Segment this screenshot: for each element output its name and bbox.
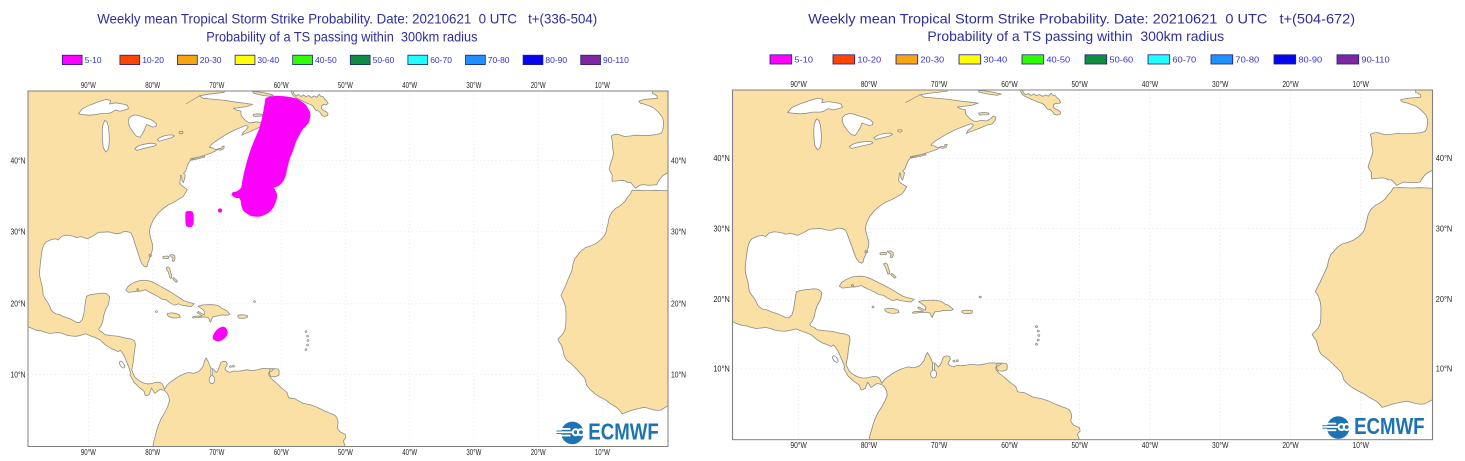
svg-text:Weekly mean Tropical Storm Str: Weekly mean Tropical Storm Strike Probab… (97, 11, 597, 27)
svg-text:Weekly mean Tropical Storm Str: Weekly mean Tropical Storm Strike Probab… (808, 12, 1355, 27)
